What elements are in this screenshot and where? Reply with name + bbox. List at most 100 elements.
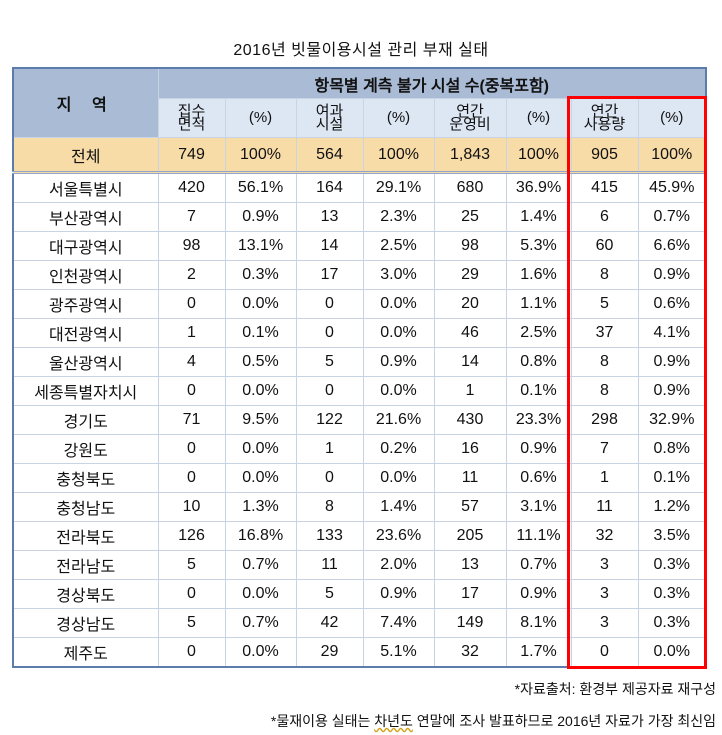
value-cell: 133 <box>295 521 364 551</box>
value-cell: 0.7% <box>637 202 707 232</box>
value-cell: 3 <box>570 550 639 580</box>
value-cell: 23.3% <box>505 405 572 435</box>
total-cell: 1,843 <box>433 137 507 174</box>
value-cell: 0.0% <box>362 289 435 319</box>
value-cell: 46 <box>433 318 507 348</box>
column-header-line1: (%) <box>386 109 411 126</box>
value-cell: 0.9% <box>224 202 297 232</box>
column-header-line2: 면적 <box>177 115 206 133</box>
value-cell: 420 <box>157 172 226 203</box>
value-cell: 10 <box>157 492 226 522</box>
value-cell: 2.5% <box>362 231 435 261</box>
value-cell: 0.0% <box>362 318 435 348</box>
value-cell: 5.1% <box>362 637 435 668</box>
value-cell: 0.6% <box>505 463 572 493</box>
value-cell: 42 <box>295 608 364 638</box>
value-cell: 298 <box>570 405 639 435</box>
table-row: 전라남도 5 0.7% 11 2.0% 13 0.7% 3 0.3% <box>12 550 707 580</box>
total-row: 전체 749 100% 564 100% 1,843 100% 905 100% <box>12 137 707 174</box>
region-cell: 대구광역시 <box>12 231 159 261</box>
table-row: 인천광역시 2 0.3% 17 3.0% 29 1.6% 8 0.9% <box>12 260 707 290</box>
value-cell: 11 <box>295 550 364 580</box>
table-row: 서울특별시 420 56.1% 164 29.1% 680 36.9% 415 45.9% <box>12 172 707 203</box>
region-cell: 부산광역시 <box>12 202 159 232</box>
total-cell: 100% <box>362 137 435 174</box>
value-cell: 126 <box>157 521 226 551</box>
table-row: 경상북도 0 0.0% 5 0.9% 17 0.9% 3 0.3% <box>12 579 707 609</box>
value-cell: 36.9% <box>505 172 572 203</box>
value-cell: 5 <box>157 550 226 580</box>
table-row: 세종특별자치시 0 0.0% 0 0.0% 1 0.1% 8 0.9% <box>12 376 707 406</box>
table-row: 광주광역시 0 0.0% 0 0.0% 20 1.1% 5 0.6% <box>12 289 707 319</box>
value-cell: 0 <box>157 376 226 406</box>
table-row: 강원도 0 0.0% 1 0.2% 16 0.9% 7 0.8% <box>12 434 707 464</box>
value-cell: 5 <box>570 289 639 319</box>
value-cell: 0.8% <box>505 347 572 377</box>
value-cell: 680 <box>433 172 507 203</box>
source-note: *자료출처: 환경부 제공자료 재구성 <box>514 681 716 697</box>
region-header: 지 역 <box>12 67 159 138</box>
value-cell: 7 <box>570 434 639 464</box>
value-cell: 0.0% <box>224 376 297 406</box>
value-cell: 29 <box>433 260 507 290</box>
value-cell: 0.3% <box>637 579 707 609</box>
value-cell: 11 <box>433 463 507 493</box>
value-cell: 8 <box>570 347 639 377</box>
total-cell: 564 <box>295 137 364 174</box>
value-cell: 0.9% <box>637 376 707 406</box>
table-row: 충청남도 10 1.3% 8 1.4% 57 3.1% 11 1.2% <box>12 492 707 522</box>
column-header-line2: 시설 <box>315 115 344 133</box>
value-cell: 122 <box>295 405 364 435</box>
remark-text-1: *물재이용 실태는 <box>270 713 375 729</box>
region-cell: 전라북도 <box>12 521 159 551</box>
table-row: 전라북도 126 16.8% 133 23.6% 205 11.1% 32 3.5% <box>12 521 707 551</box>
value-cell: 3.1% <box>505 492 572 522</box>
value-cell: 0.0% <box>224 637 297 668</box>
table-row: 경상남도 5 0.7% 42 7.4% 149 8.1% 3 0.3% <box>12 608 707 638</box>
region-cell: 충청북도 <box>12 463 159 493</box>
region-cell: 서울특별시 <box>12 172 159 203</box>
column-header: (%) <box>505 98 572 138</box>
column-header-line1: (%) <box>248 109 273 126</box>
value-cell: 0.1% <box>505 376 572 406</box>
value-cell: 20 <box>433 289 507 319</box>
value-cell: 0 <box>157 637 226 668</box>
column-header-line1: 연간 <box>590 102 619 120</box>
value-cell: 0.9% <box>505 579 572 609</box>
value-cell: 149 <box>433 608 507 638</box>
value-cell: 3 <box>570 579 639 609</box>
value-cell: 37 <box>570 318 639 348</box>
value-cell: 0 <box>157 289 226 319</box>
value-cell: 0 <box>157 579 226 609</box>
column-header: (%) <box>637 98 707 138</box>
value-cell: 98 <box>157 231 226 261</box>
value-cell: 13 <box>433 550 507 580</box>
value-cell: 0 <box>295 318 364 348</box>
value-cell: 430 <box>433 405 507 435</box>
value-cell: 14 <box>433 347 507 377</box>
value-cell: 13.1% <box>224 231 297 261</box>
value-cell: 14 <box>295 231 364 261</box>
value-cell: 0 <box>157 463 226 493</box>
value-cell: 6.6% <box>637 231 707 261</box>
value-cell: 0.0% <box>224 289 297 319</box>
value-cell: 5 <box>157 608 226 638</box>
group-header: 항목별 계측 불가 시설 수(중복포함) <box>157 67 707 99</box>
value-cell: 1.6% <box>505 260 572 290</box>
region-cell: 인천광역시 <box>12 260 159 290</box>
value-cell: 1 <box>295 434 364 464</box>
value-cell: 1.1% <box>505 289 572 319</box>
value-cell: 0.8% <box>637 434 707 464</box>
value-cell: 1.4% <box>505 202 572 232</box>
value-cell: 11.1% <box>505 521 572 551</box>
value-cell: 0.3% <box>224 260 297 290</box>
total-cell: 905 <box>570 137 639 174</box>
value-cell: 0.0% <box>637 637 707 668</box>
region-cell: 경상북도 <box>12 579 159 609</box>
value-cell: 0.5% <box>224 347 297 377</box>
value-cell: 0.9% <box>637 260 707 290</box>
value-cell: 13 <box>295 202 364 232</box>
column-header: 여과 시설 <box>295 98 364 138</box>
remark-squiggle-word: 차년도 <box>374 713 413 729</box>
value-cell: 0.1% <box>224 318 297 348</box>
